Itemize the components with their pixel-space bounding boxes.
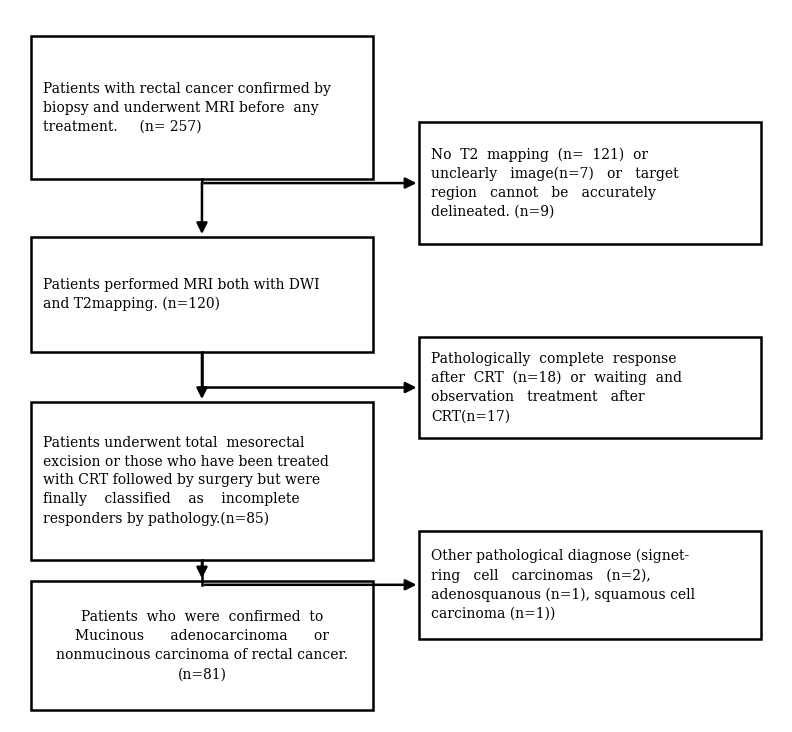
- FancyBboxPatch shape: [31, 581, 373, 710]
- Text: Patients with rectal cancer confirmed by
biopsy and underwent MRI before  any
tr: Patients with rectal cancer confirmed by…: [43, 82, 331, 134]
- Text: Pathologically  complete  response
after  CRT  (n=18)  or  waiting  and
observat: Pathologically complete response after C…: [431, 352, 682, 423]
- FancyBboxPatch shape: [419, 531, 761, 638]
- Text: No  T2  mapping  (n=  121)  or
unclearly   image(n=7)   or   target
region   can: No T2 mapping (n= 121) or unclearly imag…: [431, 147, 679, 219]
- FancyBboxPatch shape: [31, 237, 373, 351]
- Text: Other pathological diagnose (signet-
ring   cell   carcinomas   (n=2),
adenosqua: Other pathological diagnose (signet- rin…: [431, 548, 695, 621]
- Text: Patients underwent total  mesorectal
excision or those who have been treated
wit: Patients underwent total mesorectal exci…: [43, 436, 329, 526]
- Text: Patients performed MRI both with DWI
and T2mapping. (n=120): Patients performed MRI both with DWI and…: [43, 277, 319, 311]
- FancyBboxPatch shape: [31, 36, 373, 179]
- FancyBboxPatch shape: [419, 337, 761, 438]
- Text: Patients  who  were  confirmed  to
Mucinous      adenocarcinoma      or
nonmucin: Patients who were confirmed to Mucinous …: [56, 610, 348, 681]
- FancyBboxPatch shape: [31, 402, 373, 560]
- FancyBboxPatch shape: [419, 122, 761, 244]
